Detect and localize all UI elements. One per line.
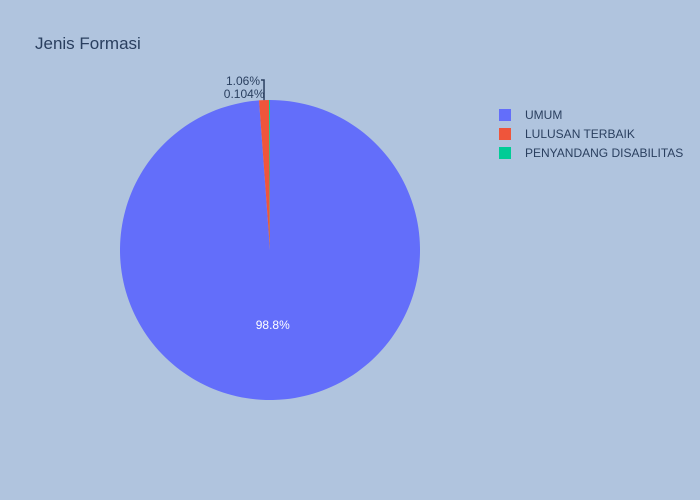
pie-slice-penyandang-disabilitas[interactable] — [269, 100, 270, 250]
legend-label-lulusan-terbaik: LULUSAN TERBAIK — [525, 126, 635, 141]
legend-item-penyandang-disabilitas[interactable]: PENYANDANG DISABILITAS — [499, 143, 683, 162]
chart-title: Jenis Formasi — [35, 34, 141, 53]
legend[interactable]: UMUM LULUSAN TERBAIK PENYANDANG DISABILI… — [499, 105, 683, 162]
legend-swatch-lulusan-terbaik — [499, 127, 511, 140]
pie-label-umum: 98.8% — [256, 318, 290, 332]
pie-slice-umum[interactable] — [119, 100, 420, 400]
legend-label-umum: UMUM — [525, 107, 563, 122]
legend-label-penyandang-disabilitas: PENYANDANG DISABILITAS — [525, 145, 684, 160]
legend-swatch-umum — [499, 108, 511, 121]
pie-leader-line-lulusan-terbaik — [261, 79, 265, 101]
pie-slice-lulusan-terbaik[interactable] — [259, 100, 270, 250]
pie-label-penyandang-disabilitas: 0.104% — [224, 87, 265, 101]
pie-label-lulusan-terbaik: 1.06% — [226, 74, 260, 88]
legend-swatch-penyandang-disabilitas — [499, 146, 511, 159]
legend-item-lulusan-terbaik[interactable]: LULUSAN TERBAIK — [499, 124, 683, 143]
legend-item-umum[interactable]: UMUM — [499, 105, 683, 124]
